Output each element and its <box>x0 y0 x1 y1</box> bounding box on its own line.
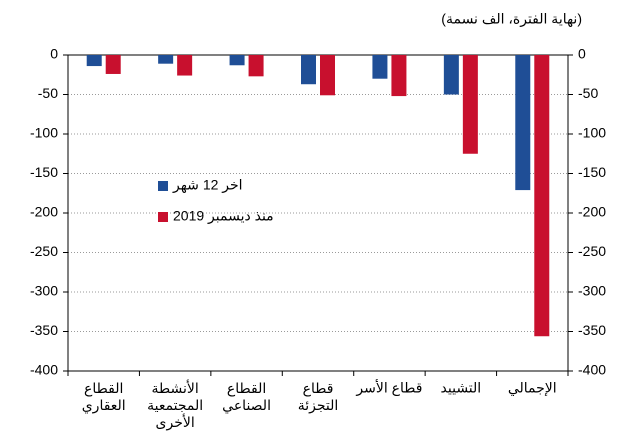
legend-swatch <box>158 212 168 222</box>
legend-label: منذ ديسمبر 2019 <box>173 208 274 225</box>
y-tick-label: 0 <box>50 46 58 62</box>
bar <box>86 55 102 67</box>
y-tick-label: -150 <box>30 164 58 180</box>
y2-tick-label: -50 <box>578 85 598 101</box>
bar <box>320 55 335 96</box>
y2-tick-label: -200 <box>578 204 606 220</box>
bar <box>391 55 407 97</box>
y-tick-label: -400 <box>30 362 58 378</box>
y-tick-label: -200 <box>30 204 58 220</box>
x-tick-label: التشييد <box>441 380 482 396</box>
y-tick-label: -250 <box>30 243 58 259</box>
bar <box>301 55 316 85</box>
y2-tick-label: -300 <box>578 283 606 299</box>
bar <box>515 55 531 191</box>
bar <box>534 55 550 337</box>
unit-label: (نهاية الفترة، الف نسمة) <box>441 11 582 28</box>
bar <box>443 55 459 95</box>
legend-label: اخر 12 شهر <box>172 177 243 194</box>
bar <box>248 55 264 77</box>
y2-tick-label: 0 <box>578 46 586 62</box>
bar <box>158 55 174 64</box>
y-tick-label: -350 <box>30 322 58 338</box>
x-tick-label: الأنشطة المجتمعية الأخرى <box>147 379 203 431</box>
y-tick-label: -50 <box>38 85 58 101</box>
y2-tick-label: -150 <box>578 164 606 180</box>
y2-tick-label: -250 <box>578 243 606 259</box>
bar <box>105 55 121 74</box>
y-tick-label: -100 <box>30 125 58 141</box>
y2-tick-label: -400 <box>578 362 606 378</box>
y2-tick-label: -350 <box>578 322 606 338</box>
x-tick-label: قطاع الأسر <box>355 379 422 397</box>
legend-swatch <box>158 181 168 191</box>
bar <box>229 55 245 66</box>
x-tick-label: الإجمالي <box>508 380 557 397</box>
bar <box>177 55 193 76</box>
bar <box>372 55 388 79</box>
y2-tick-label: -100 <box>578 125 606 141</box>
y-tick-label: -300 <box>30 283 58 299</box>
x-tick-label: القطاع العقاري <box>82 380 126 414</box>
x-tick-label: القطاع الصناعي <box>222 380 271 414</box>
x-tick-label: قطاع التجزئة <box>298 380 339 414</box>
bar <box>462 55 478 154</box>
